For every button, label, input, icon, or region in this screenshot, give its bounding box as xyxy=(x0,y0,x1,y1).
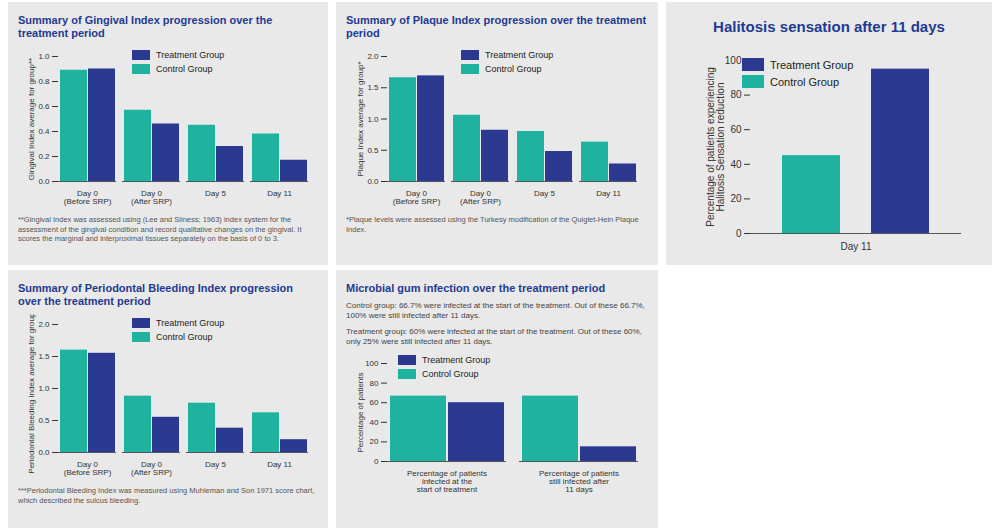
svg-text:Day 0(After SRP): Day 0(After SRP) xyxy=(131,460,172,477)
html-text:Control Group: Control Group xyxy=(770,75,840,88)
html-text:Summary of Gingival Index prog: Summary of Gingival Index progression ov… xyxy=(18,14,273,39)
svg-text:Day 11: Day 11 xyxy=(267,460,292,469)
svg-text:0: 0 xyxy=(374,457,379,466)
svg-text:0.4: 0.4 xyxy=(38,127,50,136)
html-text:Treatment Group: Treatment Group xyxy=(770,58,854,71)
svg-text:100: 100 xyxy=(725,55,742,66)
svg-text:1.0: 1.0 xyxy=(38,384,50,393)
svg-text:1.0: 1.0 xyxy=(38,52,50,61)
svg-text:Day 0(After SRP): Day 0(After SRP) xyxy=(460,189,501,206)
svg-text:40: 40 xyxy=(730,159,742,170)
html-text:Treatment group: 60% were infe: Treatment group: 60% were infected at th… xyxy=(346,327,642,346)
html-text:Halitosis sensation after 11 d: Halitosis sensation after 11 days xyxy=(713,18,945,35)
svg-text:0.2: 0.2 xyxy=(38,152,50,161)
html-text:Control Group: Control Group xyxy=(156,64,213,74)
svg-text:0.6: 0.6 xyxy=(38,102,50,111)
svg-text:0.0: 0.0 xyxy=(38,448,50,457)
svg-text:Day 5: Day 5 xyxy=(205,189,226,198)
html-text:Summary of Plaque Index progre: Summary of Plaque Index progression over… xyxy=(346,14,647,39)
svg-text:Periodontal Bleeding Index ave: Periodontal Bleeding Index average for g… xyxy=(27,314,36,474)
svg-text:60: 60 xyxy=(370,398,379,407)
svg-text:100: 100 xyxy=(365,359,379,368)
svg-text:Day 11: Day 11 xyxy=(267,189,292,198)
html-text:**Gingival Index was assessed: **Gingival Index was assessed using (Lee… xyxy=(18,215,302,243)
svg-text:Day 0(Before SRP): Day 0(Before SRP) xyxy=(393,189,441,206)
svg-text:Percentage of patientsstill in: Percentage of patientsstill infected aft… xyxy=(539,469,619,494)
svg-text:1.0: 1.0 xyxy=(367,115,379,124)
html-text:Control Group: Control Group xyxy=(156,332,213,342)
svg-text:40: 40 xyxy=(370,418,379,427)
svg-text:Day 11: Day 11 xyxy=(596,189,621,198)
svg-text:0.8: 0.8 xyxy=(38,77,50,86)
svg-text:Day 5: Day 5 xyxy=(534,189,555,198)
html-text:***Periodontal Bleeding Index: ***Periodontal Bleeding Index was measur… xyxy=(18,486,315,505)
svg-text:1.5: 1.5 xyxy=(367,83,379,92)
svg-text:2.0: 2.0 xyxy=(367,52,379,61)
svg-text:0.5: 0.5 xyxy=(38,416,50,425)
svg-text:20: 20 xyxy=(730,193,742,204)
svg-text:Day 0(Before SRP): Day 0(Before SRP) xyxy=(64,189,112,206)
svg-text:Gingival Index average for gro: Gingival Index average for group** xyxy=(27,58,36,180)
html-text:Control Group: Control Group xyxy=(485,64,542,74)
html-text:Treatment Group: Treatment Group xyxy=(485,50,554,60)
svg-text:1.5: 1.5 xyxy=(38,352,50,361)
svg-text:Percentage of patients experie: Percentage of patients experiencingHalit… xyxy=(705,67,726,227)
svg-text:Day 0(After SRP): Day 0(After SRP) xyxy=(131,189,172,206)
svg-text:Day 11: Day 11 xyxy=(841,241,872,252)
svg-text:0.0: 0.0 xyxy=(38,177,50,186)
html-text:Treatment Group: Treatment Group xyxy=(422,355,491,365)
svg-text:0.5: 0.5 xyxy=(367,146,379,155)
html-text:Control Group: Control Group xyxy=(422,369,479,379)
svg-text:Percentage of patients: Percentage of patients xyxy=(356,372,365,452)
svg-text:Percentage of patientsinfected: Percentage of patientsinfected at thesta… xyxy=(407,469,487,494)
html-text:*Plaque levels were assessed u: *Plaque levels were assessed using the T… xyxy=(346,215,639,234)
html-text:Treatment Group: Treatment Group xyxy=(156,50,225,60)
html-text:Control group: 66.7% were infe: Control group: 66.7% were infected at th… xyxy=(346,301,645,320)
svg-text:Day 5: Day 5 xyxy=(205,460,226,469)
svg-text:0.0: 0.0 xyxy=(367,177,379,186)
html-text:Summary of Periodontal Bleedin: Summary of Periodontal Bleeding Index pr… xyxy=(18,282,294,307)
svg-text:80: 80 xyxy=(730,89,742,100)
svg-text:0: 0 xyxy=(736,228,742,239)
html-text:Microbial gum infection over t: Microbial gum infection over the treatme… xyxy=(346,282,606,294)
svg-text:Day 0(Before SRP): Day 0(Before SRP) xyxy=(64,460,112,477)
svg-text:Plaque Index average for group: Plaque Index average for group* xyxy=(356,61,365,176)
svg-text:60: 60 xyxy=(730,124,742,135)
svg-text:80: 80 xyxy=(370,379,379,388)
svg-text:20: 20 xyxy=(370,437,379,446)
svg-text:2.0: 2.0 xyxy=(38,320,50,329)
html-text:Treatment Group: Treatment Group xyxy=(156,318,225,328)
